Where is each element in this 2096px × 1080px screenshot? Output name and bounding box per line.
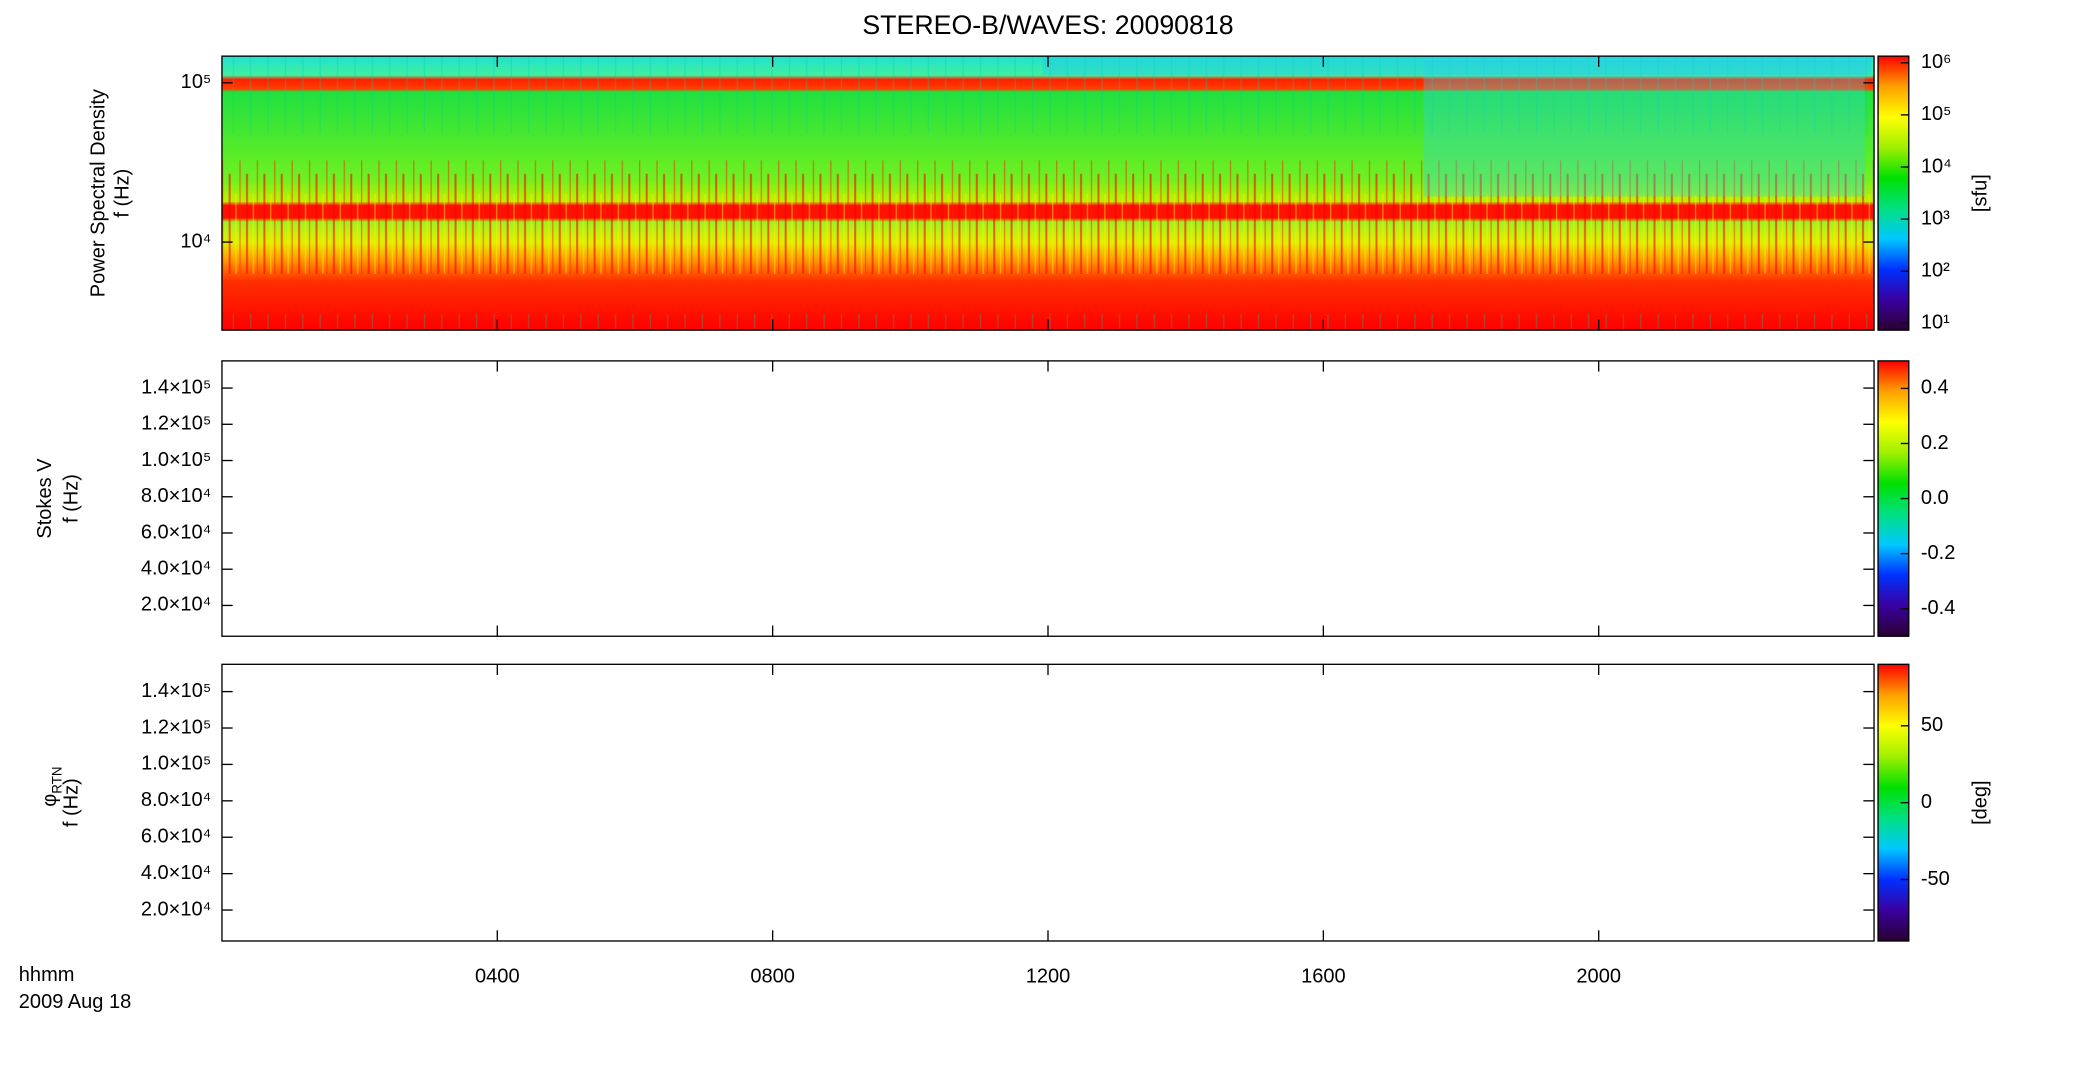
plot-frame — [221, 360, 1875, 637]
y-title: φRTN — [39, 766, 64, 806]
colorbar-tick-label: 10³ — [1921, 207, 1950, 229]
colorbar-tick-label: -0.2 — [1921, 542, 1956, 564]
y-tick-label: 1.2×10⁵ — [141, 413, 211, 435]
y-tick-label: 6.0×10⁴ — [141, 826, 211, 848]
y-tick-label: 8.0×10⁴ — [141, 485, 211, 507]
x-tick-label: 0800 — [750, 965, 795, 987]
colorbar-label: [deg] — [1969, 780, 1991, 825]
spectrogram-quiet-region — [1042, 56, 1872, 75]
colorbar-tick-label: 10⁶ — [1921, 51, 1952, 73]
spectrogram-quiet-region — [1423, 56, 1865, 197]
y-title: Power Spectral Density — [87, 89, 109, 297]
colorbar — [1877, 55, 1910, 331]
colorbar-tick-label: 10⁴ — [1921, 155, 1952, 177]
y-axis-label: f (Hz) — [61, 474, 83, 523]
x-tick-label: 1200 — [1026, 965, 1071, 987]
y-title: Stokes V — [34, 458, 56, 539]
spectrogram-texture — [221, 56, 1875, 331]
x-tick-label: 1600 — [1301, 965, 1346, 987]
colorbar-tick-label: 10² — [1921, 260, 1950, 282]
colorbar-tick-label: 0.4 — [1921, 377, 1949, 399]
date-label: 2009 Aug 18 — [19, 991, 132, 1013]
colorbar-tick-label: 0.0 — [1921, 487, 1949, 509]
y-tick-label: 1.4×10⁵ — [141, 680, 211, 702]
colorbar-tick-label: 0 — [1921, 791, 1932, 813]
colorbar-tick-label: 10¹ — [1921, 312, 1950, 334]
colorbar-tick-label: 10⁵ — [1921, 103, 1952, 125]
colorbar-tick-label: -0.4 — [1921, 597, 1956, 619]
y-title-subscript: RTN — [49, 766, 64, 793]
spectrogram-image — [221, 56, 1875, 331]
colorbar-label: [sfu] — [1969, 174, 1991, 212]
y-tick-label: 10⁴ — [180, 230, 211, 252]
plot-frame — [221, 663, 1875, 942]
y-tick-label: 1.0×10⁵ — [141, 449, 211, 471]
y-tick-label: 1.0×10⁵ — [141, 753, 211, 775]
colorbar-tick-label: -50 — [1921, 868, 1950, 890]
y-tick-label: 2.0×10⁴ — [141, 898, 211, 920]
y-tick-label: 8.0×10⁴ — [141, 789, 211, 811]
y-axis-label: f (Hz) — [61, 778, 83, 827]
y-tick-label: 4.0×10⁴ — [141, 862, 211, 884]
y-title-symbol: φ — [39, 794, 61, 807]
chart-title: STEREO-B/WAVES: 20090818 — [862, 10, 1233, 40]
x-axis-label: hhmm — [19, 964, 75, 986]
y-tick-label: 6.0×10⁴ — [141, 521, 211, 543]
colorbar-tick-label: 50 — [1921, 714, 1943, 736]
colorbar-tick-label: 0.2 — [1921, 432, 1949, 454]
y-axis-label: f (Hz) — [111, 169, 133, 218]
x-tick-label: 2000 — [1576, 965, 1621, 987]
y-tick-label: 1.2×10⁵ — [141, 716, 211, 738]
y-tick-label: 10⁵ — [181, 71, 212, 93]
y-tick-label: 4.0×10⁴ — [141, 558, 211, 580]
y-tick-label: 1.4×10⁵ — [141, 376, 211, 398]
x-tick-label: 0400 — [475, 965, 520, 987]
y-tick-label: 2.0×10⁴ — [141, 594, 211, 616]
